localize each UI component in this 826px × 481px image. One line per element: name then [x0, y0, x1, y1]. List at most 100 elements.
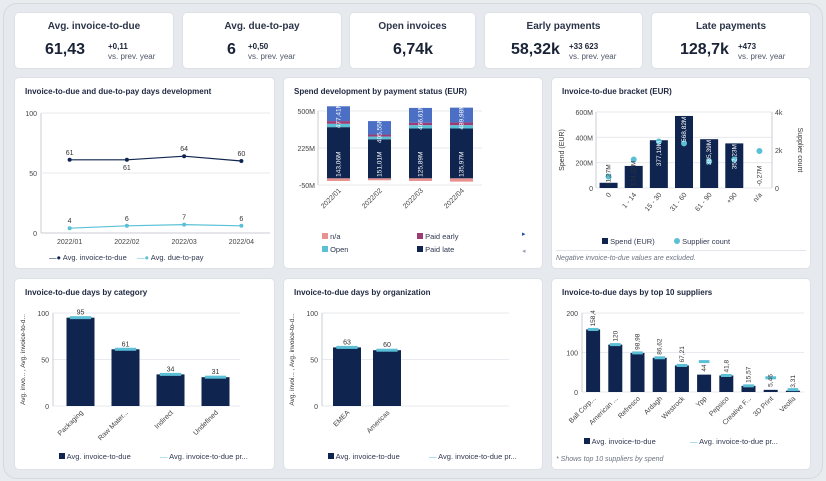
bar-avg-invoice-to-due	[741, 385, 756, 392]
legend-open[interactable]: Open	[322, 245, 348, 254]
prev-year-marker	[743, 384, 754, 388]
x-tick-label: 61 - 90	[694, 192, 713, 213]
legend-avg[interactable]: Avg. invoice-to-due	[584, 437, 656, 446]
bar-spend	[599, 182, 618, 188]
x-tick-label: 15 - 30	[644, 192, 663, 213]
data-label: 151,01M	[377, 152, 384, 177]
kpi-card-invoice-to-due[interactable]: Avg. invoice-to-due 61,43 +0,11 vs. prev…	[15, 13, 173, 68]
y-tick-label: 600M	[575, 110, 593, 117]
bar-na	[450, 178, 473, 182]
panel-top-suppliers[interactable]: Invoice-to-due days by top 10 suppliers …	[552, 279, 810, 469]
supplier-count-point	[756, 147, 763, 154]
kpi-card-due-to-pay[interactable]: Avg. due-to-pay 6 +0,50 vs. prev. year	[183, 13, 341, 68]
data-label: 95	[77, 310, 85, 317]
data-label: 377,19M	[656, 141, 663, 166]
panel-by-category[interactable]: Invoice-to-due days by category 0 50 100 Av…	[15, 279, 274, 469]
legend-avg[interactable]: Avg. invoice-to-due	[328, 452, 400, 461]
bar-spend	[725, 143, 744, 188]
legend-avg[interactable]: Avg. invoice-to-due	[59, 452, 131, 461]
legend-swatch	[417, 246, 423, 252]
legend-due-to-pay[interactable]: —● Avg. due-to-pay	[137, 253, 204, 262]
legend-supplier-count[interactable]: Supplier count	[674, 237, 730, 246]
kpi-comparison: vs. prev. year	[248, 52, 296, 61]
legend-label: Avg. invoice-to-due	[62, 253, 127, 262]
x-tick-label: 2022/03	[402, 187, 425, 210]
x-tick-label: Westrock	[661, 395, 687, 421]
kpi-card-open-invoices[interactable]: Open invoices 6,74k	[350, 13, 475, 68]
kpi-card-early-payments[interactable]: Early payments 58,32k +33 623 vs. prev. …	[485, 13, 642, 68]
legend-label: n/a	[330, 232, 341, 241]
legend-paid-early[interactable]: Paid early	[417, 232, 458, 241]
kpi-card-late-payments[interactable]: Late payments 128,7k +473 vs. prev. year	[652, 13, 810, 68]
data-point	[239, 223, 244, 228]
panel-spend-development[interactable]: Spend development by payment status (EUR…	[284, 78, 542, 268]
panel-title: Invoice-to-due days by top 10 suppliers	[562, 288, 713, 297]
legend-line-icon: —	[690, 437, 698, 446]
y-tick-label: 200M	[575, 161, 593, 168]
bar-avg-invoice-to-due	[111, 349, 140, 406]
kpi-comparison: vs. prev. year	[569, 52, 617, 61]
data-point	[182, 154, 187, 159]
bar-spend	[649, 140, 668, 188]
x-tick-label: Indirect	[154, 409, 175, 430]
x-tick-label: 2022/01	[57, 239, 82, 246]
y2-tick-label: 4k	[775, 110, 783, 117]
legend-line-icon: —●	[137, 253, 150, 262]
bar-avg-invoice-to-due	[66, 317, 95, 406]
bar-avg-invoice-to-due	[785, 390, 800, 392]
bar-avg-invoice-to-due	[763, 389, 778, 392]
bar-avg-invoice-to-due	[652, 357, 667, 392]
prev-year-marker	[609, 343, 621, 347]
legend-next-icon[interactable]: ▸	[522, 231, 526, 238]
supplier-count-point	[605, 173, 612, 180]
legend-label: Paid early	[425, 232, 459, 241]
panel-title: Invoice-to-due and due-to-pay days devel…	[25, 87, 212, 96]
bar-chart: 0 50 100 Avg. invoi... , Avg. invoice-to-d.…	[289, 311, 509, 435]
x-tick-label: 2022/04	[229, 239, 254, 246]
legend-label: Avg. invoice-to-due	[591, 437, 656, 446]
panel-invoice-to-due-bracket[interactable]: Invoice-to-due bracket (EUR) 0 200M 400M 60…	[552, 78, 810, 268]
x-tick-label: 2022/03	[171, 239, 196, 246]
legend-swatch	[322, 233, 328, 239]
legend-prev[interactable]: — Avg. invoice-to-due pr...	[429, 452, 517, 461]
data-label: 60	[383, 342, 391, 349]
kpi-comparison: vs. prev. year	[738, 52, 786, 61]
y-tick-label: -50M	[299, 183, 315, 190]
bar-na	[327, 178, 350, 181]
x-tick-label: EMEA	[332, 409, 351, 428]
legend-prev[interactable]: — Avg. invoice-to-due pr...	[160, 452, 248, 461]
bar-paid-early	[368, 134, 391, 137]
panel-by-organization[interactable]: Invoice-to-due days by organization 0 50 1…	[284, 279, 542, 469]
panel-days-development[interactable]: Invoice-to-due and due-to-pay days devel…	[15, 78, 274, 268]
y-tick-label: 50	[29, 171, 37, 178]
y-axis-title: Avg. invo... , Avg. invoice-to-d...	[20, 314, 27, 405]
legend-label: Avg. due-to-pay	[150, 253, 204, 262]
data-label: 60	[237, 151, 245, 158]
legend-spend[interactable]: Spend (EUR)	[602, 237, 655, 246]
panel-note: Negative invoice-to-due values are exclu…	[556, 255, 696, 262]
legend-na[interactable]: n/a	[322, 232, 341, 241]
legend-paid-late[interactable]: Paid late	[417, 245, 454, 254]
x-tick-label: 2022/02	[114, 239, 139, 246]
supplier-count-point	[731, 156, 738, 163]
legend-prev[interactable]: — Avg. invoice-to-due pr...	[690, 437, 778, 446]
data-label: 120	[612, 330, 619, 341]
legend-invoice-to-due[interactable]: —● Avg. invoice-to-due	[49, 253, 127, 262]
legend-swatch	[417, 233, 423, 239]
prev-year-marker	[720, 373, 732, 377]
data-point	[182, 222, 187, 227]
y-tick-label: 225M	[297, 146, 315, 153]
stacked-bar-chart: -50M 225M 500M 477,41M 143,06M 2022/01 405,55M…	[297, 103, 482, 210]
kpi-delta: +33 623	[569, 42, 599, 51]
kpi-value: 58,32k	[511, 41, 560, 58]
divider	[556, 250, 806, 251]
prev-year-marker	[69, 316, 92, 320]
bar-spend	[675, 115, 693, 188]
prev-year-marker	[632, 351, 643, 355]
x-tick-label: 1 - 14	[621, 192, 638, 210]
prev-year-marker	[204, 375, 227, 379]
y-tick-label: 50	[41, 358, 49, 365]
legend-prev-icon[interactable]: ◂	[522, 248, 526, 255]
data-point	[239, 159, 244, 163]
y2-axis-title: Supplier count	[796, 128, 803, 173]
